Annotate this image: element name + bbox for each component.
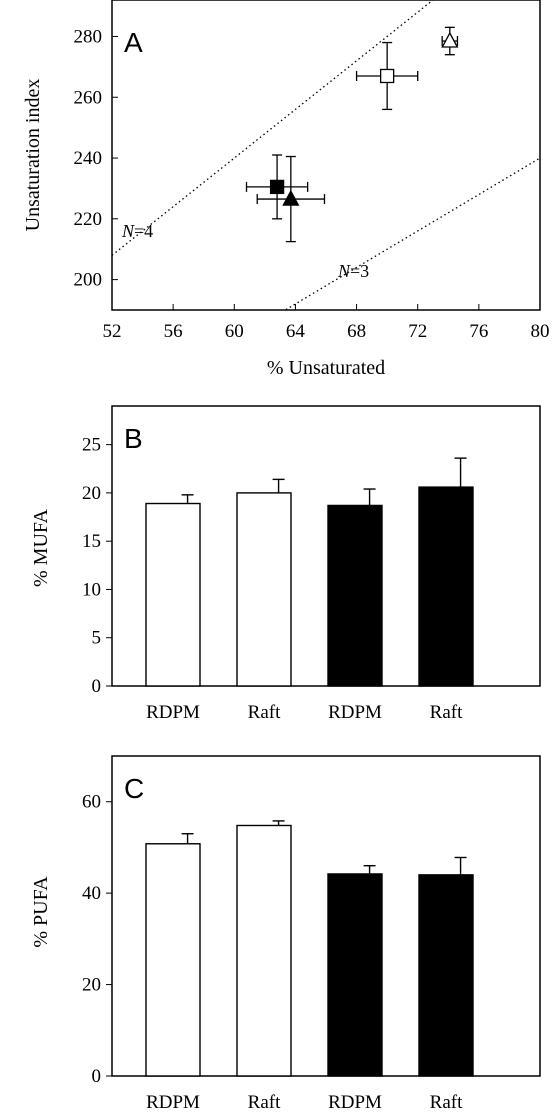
y-tick-label: 200	[74, 270, 103, 291]
panel-c-bars	[145, 820, 474, 1077]
category-label: RDPM	[146, 1092, 200, 1113]
panel-c-y-axis-label: % PUFA	[30, 876, 52, 948]
category-label: RDPM	[328, 702, 382, 723]
panel-a-y-ticks: 200 220 240 260 280	[74, 26, 118, 291]
bar-filled	[327, 873, 383, 1077]
panel-c-y-ticks: 0 20 40 60	[82, 792, 112, 1087]
x-tick-label: 64	[286, 321, 306, 342]
panel-a-label: A	[124, 27, 143, 58]
category-label: RDPM	[146, 702, 200, 723]
reference-line	[112, 0, 435, 256]
y-tick-label: 20	[82, 975, 101, 996]
category-label: Raft	[248, 1092, 281, 1113]
category-label: Raft	[248, 702, 281, 723]
x-tick-label: 56	[164, 321, 183, 342]
bar-open	[236, 824, 292, 1077]
n4-label-value: =4	[134, 221, 153, 241]
panel-b-y-axis-label: % MUFA	[30, 508, 52, 587]
y-tick-label: 220	[74, 209, 103, 230]
panel-b-frame	[111, 405, 541, 687]
category-label: Raft	[430, 1092, 463, 1113]
y-tick-label: 240	[74, 148, 103, 169]
panel-a-frame	[111, 0, 541, 311]
n4-label: N=4	[121, 221, 153, 241]
filled-square-marker	[269, 179, 285, 195]
category-label: Raft	[430, 702, 463, 723]
x-tick-label: 80	[531, 321, 550, 342]
bar-filled	[327, 504, 383, 687]
y-tick-label: 280	[74, 26, 103, 47]
n3-label-value: =3	[350, 261, 369, 281]
open-square-marker	[379, 68, 395, 84]
panel-a-y-axis-label: Unsaturation index	[22, 79, 44, 232]
panel-b-category-labels: RDPM Raft RDPM Raft	[146, 702, 463, 723]
panel-b-label: B	[124, 423, 143, 454]
panel-b: 0 5 10 15 20 25 RDPM Raft RDPM Raft B % MUFA	[30, 405, 541, 723]
panel-a-x-ticks: 52 56 60 64 68 72 76 80	[103, 304, 550, 342]
y-tick-label: 260	[74, 87, 103, 108]
y-tick-label: 15	[82, 531, 101, 552]
x-tick-label: 76	[469, 321, 488, 342]
n4-label-var: N	[121, 221, 135, 241]
bar-filled	[418, 486, 474, 687]
panel-a-points	[245, 26, 459, 243]
x-tick-label: 68	[347, 321, 366, 342]
reference-line	[283, 157, 540, 310]
y-tick-label: 25	[82, 435, 101, 456]
bar-open	[145, 843, 201, 1077]
n3-label-var: N	[337, 261, 351, 281]
panel-a-reference-lines	[112, 0, 540, 310]
y-tick-label: 0	[92, 676, 102, 697]
y-tick-label: 60	[82, 792, 101, 813]
bar-filled	[418, 874, 474, 1077]
panel-c-label: C	[124, 773, 144, 804]
panel-b-y-ticks: 0 5 10 15 20 25	[82, 435, 112, 697]
x-tick-label: 72	[408, 321, 427, 342]
panel-c: 0 20 40 60 RDPM Raft RDPM Raft C % PUFA	[30, 755, 541, 1113]
y-tick-label: 0	[92, 1066, 102, 1087]
x-tick-label: 60	[225, 321, 244, 342]
panel-c-frame	[111, 755, 541, 1077]
x-tick-label: 52	[103, 321, 122, 342]
filled-triangle-marker	[282, 189, 300, 206]
panel-b-bars	[145, 457, 474, 687]
y-tick-label: 20	[82, 483, 101, 504]
panel-a-x-axis-label: % Unsaturated	[267, 357, 385, 379]
n3-label: N=3	[337, 261, 369, 281]
open-triangle-marker	[441, 31, 459, 48]
y-tick-label: 10	[82, 579, 101, 600]
bar-open	[145, 502, 201, 687]
bar-open	[236, 492, 292, 687]
panel-c-category-labels: RDPM Raft RDPM Raft	[146, 1092, 463, 1113]
y-tick-label: 5	[92, 628, 102, 649]
panel-a: 200 220 240 260 280 52 56 60 64 68 72 76 80 A % Uns…	[22, 0, 550, 379]
category-label: RDPM	[328, 1092, 382, 1113]
y-tick-label: 40	[82, 883, 101, 904]
